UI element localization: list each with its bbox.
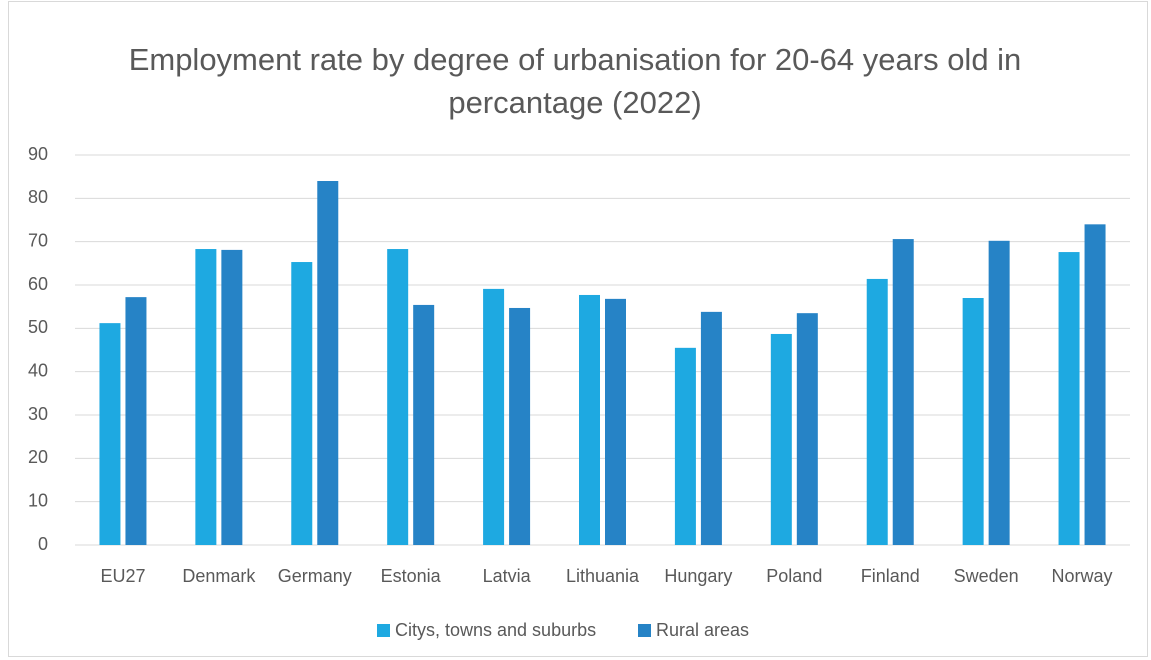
bar bbox=[579, 294, 600, 545]
bar bbox=[221, 249, 243, 545]
y-tick-label: 0 bbox=[38, 534, 48, 554]
y-tick-label: 50 bbox=[28, 317, 48, 337]
x-tick-label: EU27 bbox=[100, 566, 145, 586]
bar bbox=[796, 313, 818, 545]
bar bbox=[892, 239, 914, 546]
bar bbox=[125, 297, 147, 545]
legend-label: Rural areas bbox=[656, 620, 749, 640]
x-tick-label: Finland bbox=[861, 566, 920, 586]
bar bbox=[387, 249, 409, 546]
x-tick-label: Latvia bbox=[483, 566, 532, 586]
bar bbox=[483, 288, 505, 545]
y-tick-label: 90 bbox=[28, 144, 48, 164]
y-tick-label: 80 bbox=[28, 187, 48, 207]
bar bbox=[317, 181, 339, 545]
bar bbox=[700, 311, 722, 545]
x-tick-label: Sweden bbox=[954, 566, 1019, 586]
chart-title: Employment rate by degree of urbanisatio… bbox=[128, 42, 1022, 120]
x-tick-label: Estonia bbox=[381, 566, 442, 586]
y-tick-label: 40 bbox=[28, 360, 48, 380]
bar bbox=[605, 298, 626, 545]
x-tick-label: Norway bbox=[1052, 566, 1113, 586]
x-tick-label: Hungary bbox=[664, 566, 732, 586]
bar bbox=[195, 249, 217, 546]
bar bbox=[674, 347, 696, 545]
x-tick-label: Lithuania bbox=[566, 566, 640, 586]
y-tick-label: 60 bbox=[28, 274, 48, 294]
bar bbox=[99, 323, 121, 545]
bar bbox=[1058, 252, 1080, 546]
bar bbox=[770, 333, 792, 545]
y-tick-label: 70 bbox=[28, 230, 48, 250]
chart-border bbox=[8, 1, 1148, 657]
y-tick-label: 20 bbox=[28, 447, 48, 467]
bar bbox=[413, 304, 435, 545]
x-tick-label: Germany bbox=[278, 566, 352, 586]
x-tick-label: Denmark bbox=[182, 566, 256, 586]
bar bbox=[509, 307, 531, 545]
bar bbox=[962, 298, 984, 545]
bar bbox=[988, 240, 1010, 546]
bar bbox=[291, 262, 313, 545]
bar bbox=[866, 278, 888, 545]
y-tick-label: 10 bbox=[28, 490, 48, 510]
legend-swatch bbox=[377, 624, 390, 637]
legend-swatch bbox=[638, 624, 651, 637]
bar bbox=[1084, 224, 1106, 546]
y-tick-label: 30 bbox=[28, 404, 48, 424]
legend-label: Citys, towns and suburbs bbox=[395, 620, 596, 640]
x-tick-label: Poland bbox=[766, 566, 822, 586]
